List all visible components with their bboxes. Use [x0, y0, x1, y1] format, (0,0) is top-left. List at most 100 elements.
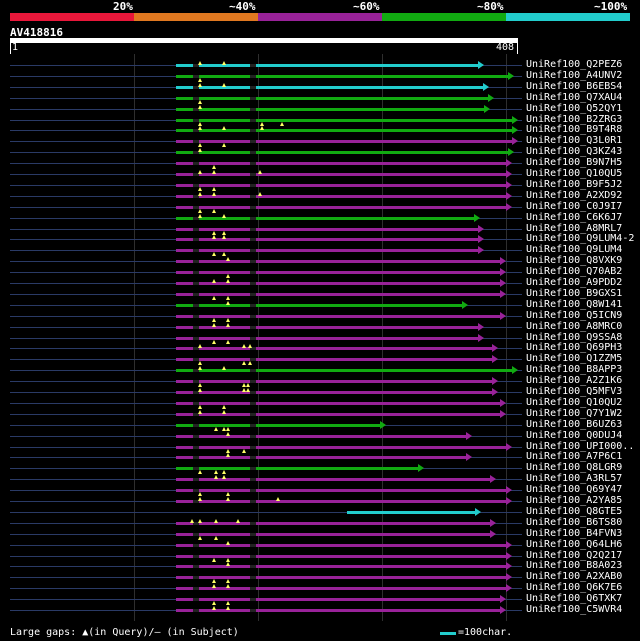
hit-label[interactable]: UniRef100_Q1ZZM5	[526, 353, 623, 364]
hit-row[interactable]: UniRef100_A7P6C1	[0, 451, 640, 463]
hit-label[interactable]: UniRef100_B4FVN3	[526, 528, 623, 539]
alignment-bar[interactable]	[176, 119, 512, 122]
hit-label[interactable]: UniRef100_B9GXS1	[526, 288, 623, 299]
alignment-bar[interactable]	[176, 522, 490, 525]
alignment-bar[interactable]	[176, 217, 474, 220]
alignment-bar[interactable]	[176, 456, 466, 459]
hit-label[interactable]: UniRef100_A3RL57	[526, 473, 623, 484]
hit-row[interactable]: UniRef100_B2ZRG3	[0, 114, 640, 126]
hit-row[interactable]: UniRef100_Q10QU2	[0, 397, 640, 409]
hit-label[interactable]: UniRef100_B2ZRG3	[526, 114, 623, 125]
hit-label[interactable]: UniRef100_UPI000..	[526, 441, 635, 452]
alignment-bar[interactable]	[176, 598, 500, 601]
hit-label[interactable]: UniRef100_Q8LGR9	[526, 462, 623, 473]
alignment-bar[interactable]	[176, 489, 506, 492]
alignment-bar[interactable]	[176, 260, 500, 263]
hit-label[interactable]: UniRef100_Q3KZ43	[526, 146, 623, 157]
hit-row[interactable]: UniRef100_B9T4R8	[0, 124, 640, 136]
alignment-bar[interactable]	[176, 271, 500, 274]
hit-label[interactable]: UniRef100_Q64LH6	[526, 539, 623, 550]
alignment-bar[interactable]	[176, 206, 506, 209]
alignment-bar[interactable]	[176, 64, 478, 67]
hit-label[interactable]: UniRef100_Q2PEZ6	[526, 59, 623, 70]
hit-label[interactable]: UniRef100_Q9LUM4-2	[526, 233, 635, 244]
hit-row[interactable]: UniRef100_A2YA85	[0, 495, 640, 507]
alignment-bar[interactable]	[176, 369, 512, 372]
alignment-bar[interactable]	[176, 173, 506, 176]
hit-row[interactable]: UniRef100_A4UNV2	[0, 70, 640, 82]
alignment-bar[interactable]	[176, 140, 512, 143]
hit-label[interactable]: UniRef100_A2XAB0	[526, 571, 623, 582]
hit-row[interactable]: UniRef100_Q9LUM4	[0, 244, 640, 256]
hit-row[interactable]: UniRef100_Q9LUM4-2	[0, 233, 640, 245]
hit-row[interactable]: UniRef100_B6UZ63	[0, 419, 640, 431]
hit-label[interactable]: UniRef100_B9T4R8	[526, 124, 623, 135]
alignment-bar[interactable]	[176, 435, 466, 438]
alignment-bar[interactable]	[176, 402, 500, 405]
hit-label[interactable]: UniRef100_Q8VXK9	[526, 255, 623, 266]
hit-row[interactable]: UniRef100_Q8LGR9	[0, 462, 640, 474]
hit-row[interactable]: UniRef100_Q8GTE5	[0, 506, 640, 518]
alignment-bar[interactable]	[176, 184, 506, 187]
hit-row[interactable]: UniRef100_C0J9I7	[0, 201, 640, 213]
hit-label[interactable]: UniRef100_B9F5J2	[526, 179, 623, 190]
alignment-bar[interactable]	[176, 413, 500, 416]
hit-label[interactable]: UniRef100_Q6K7E6	[526, 582, 623, 593]
hit-label[interactable]: UniRef100_B6EBS4	[526, 81, 623, 92]
hit-row[interactable]: UniRef100_Q3KZ43	[0, 146, 640, 158]
hit-label[interactable]: UniRef100_B8A023	[526, 560, 623, 571]
hit-label[interactable]: UniRef100_B9N7H5	[526, 157, 623, 168]
hit-row[interactable]: UniRef100_Q7Y1W2	[0, 408, 640, 420]
alignment-bar[interactable]	[176, 544, 506, 547]
hit-row[interactable]: UniRef100_C6K6J7	[0, 212, 640, 224]
hit-row[interactable]: UniRef100_B8A023	[0, 560, 640, 572]
alignment-bar[interactable]	[176, 108, 484, 111]
hit-label[interactable]: UniRef100_Q8GTE5	[526, 506, 623, 517]
hit-row[interactable]: UniRef100_Q52QY1	[0, 103, 640, 115]
hit-row[interactable]: UniRef100_Q64LH6	[0, 539, 640, 551]
hit-row[interactable]: UniRef100_Q0DUJ4	[0, 430, 640, 442]
alignment-bar[interactable]	[176, 162, 506, 165]
hit-label[interactable]: UniRef100_Q69PH3	[526, 342, 623, 353]
hit-row[interactable]: UniRef100_Q1ZZM5	[0, 353, 640, 365]
hit-row[interactable]: UniRef100_Q8W141	[0, 299, 640, 311]
alignment-bar[interactable]	[176, 391, 492, 394]
hit-label[interactable]: UniRef100_Q3L0R1	[526, 135, 623, 146]
hit-label[interactable]: UniRef100_A7P6C1	[526, 451, 623, 462]
hit-label[interactable]: UniRef100_Q5MFV3	[526, 386, 623, 397]
hit-label[interactable]: UniRef100_Q5ICN9	[526, 310, 623, 321]
hit-label[interactable]: UniRef100_B6UZ63	[526, 419, 623, 430]
hit-row[interactable]: UniRef100_A8MRL7	[0, 223, 640, 235]
alignment-bar[interactable]	[176, 75, 508, 78]
alignment-bar[interactable]	[176, 565, 506, 568]
alignment-bar[interactable]	[176, 326, 478, 329]
alignment-bar[interactable]	[176, 347, 492, 350]
alignment-bar[interactable]	[176, 86, 483, 89]
alignment-bar[interactable]	[176, 467, 418, 470]
hit-row[interactable]: UniRef100_B9N7H5	[0, 157, 640, 169]
hit-row[interactable]: UniRef100_Q6TXK7	[0, 593, 640, 605]
hit-label[interactable]: UniRef100_Q10QU5	[526, 168, 623, 179]
hit-label[interactable]: UniRef100_Q0DUJ4	[526, 430, 623, 441]
alignment-bar[interactable]	[347, 511, 475, 514]
hit-label[interactable]: UniRef100_Q6TXK7	[526, 593, 623, 604]
hit-label[interactable]: UniRef100_C0J9I7	[526, 201, 623, 212]
hit-label[interactable]: UniRef100_A2YA85	[526, 495, 623, 506]
alignment-bar[interactable]	[176, 478, 490, 481]
hit-label[interactable]: UniRef100_Q8W141	[526, 299, 623, 310]
hit-row[interactable]: UniRef100_B9GXS1	[0, 288, 640, 300]
hit-label[interactable]: UniRef100_Q70AB2	[526, 266, 623, 277]
hit-row[interactable]: UniRef100_B4FVN3	[0, 528, 640, 540]
hit-row[interactable]: UniRef100_Q7XAU4	[0, 92, 640, 104]
hit-row[interactable]: UniRef100_Q2Q217	[0, 550, 640, 562]
alignment-bar[interactable]	[176, 195, 506, 198]
hit-label[interactable]: UniRef100_A4UNV2	[526, 70, 623, 81]
hit-label[interactable]: UniRef100_Q9LUM4	[526, 244, 623, 255]
alignment-bar[interactable]	[176, 587, 506, 590]
alignment-bar[interactable]	[176, 282, 500, 285]
hit-row[interactable]: UniRef100_A2Z1K6	[0, 375, 640, 387]
alignment-bar[interactable]	[176, 304, 462, 307]
alignment-bar[interactable]	[176, 609, 500, 612]
alignment-bar[interactable]	[176, 129, 512, 132]
alignment-bar[interactable]	[176, 337, 478, 340]
